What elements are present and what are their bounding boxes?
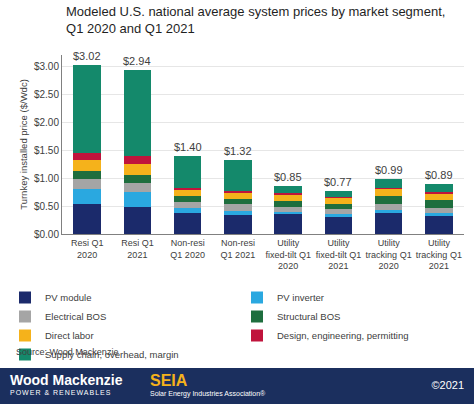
- svg-text:$3.00: $3.00: [34, 61, 59, 72]
- svg-text:Design, engineering, permittin: Design, engineering, permitting: [277, 330, 409, 341]
- svg-text:$0.89: $0.89: [425, 169, 453, 181]
- svg-text:Resi Q12021: Resi Q12021: [121, 238, 154, 260]
- svg-text:Turnkey installed price ($/Wdc: Turnkey installed price ($/Wdc): [18, 79, 29, 210]
- svg-text:Electrical BOS: Electrical BOS: [45, 311, 106, 322]
- html-text:Solar Energy Industries Associ: Solar Energy Industries Association®: [150, 390, 266, 397]
- svg-text:PV module: PV module: [45, 292, 91, 303]
- svg-text:Modeled U.S. national average: Modeled U.S. national average system pri…: [66, 4, 445, 36]
- svg-text:Utilitytracking Q12021: Utilitytracking Q12021: [416, 238, 462, 271]
- svg-text:Utilityfixed-tilt Q12021: Utilityfixed-tilt Q12021: [316, 238, 362, 271]
- svg-text:$0.99: $0.99: [375, 164, 403, 176]
- svg-text:$1.50: $1.50: [34, 145, 59, 156]
- svg-text:$2.94: $2.94: [123, 55, 151, 67]
- svg-text:$1.00: $1.00: [34, 173, 59, 184]
- svg-text:$0.50: $0.50: [34, 201, 59, 212]
- html-text:Wood Mackenzie: Wood Mackenzie: [10, 372, 123, 388]
- svg-text:$0.00: $0.00: [34, 229, 59, 240]
- html-text:SEIA: SEIA: [150, 372, 188, 389]
- svg-text:$0.77: $0.77: [324, 176, 352, 188]
- svg-text:Direct labor: Direct labor: [45, 330, 94, 341]
- svg-text:$3.02: $3.02: [73, 50, 101, 62]
- svg-text:$0.85: $0.85: [274, 171, 302, 183]
- svg-text:Non-resiQ1 2020: Non-resiQ1 2020: [170, 238, 205, 260]
- html-text:POWER & RENEWABLES: POWER & RENEWABLES: [10, 389, 112, 396]
- svg-text:$2.00: $2.00: [34, 117, 59, 128]
- svg-text:Non-resiQ1 2021: Non-resiQ1 2021: [221, 238, 256, 260]
- svg-text:Utilityfixed-tilt Q12020: Utilityfixed-tilt Q12020: [265, 238, 311, 271]
- html-text:©2021: ©2021: [431, 379, 464, 391]
- svg-text:Resi Q12020: Resi Q12020: [71, 238, 104, 260]
- svg-text:Utilitytracking Q12020: Utilitytracking Q12020: [366, 238, 412, 271]
- svg-text:$1.32: $1.32: [224, 145, 252, 157]
- svg-text:PV inverter: PV inverter: [277, 292, 324, 303]
- svg-text:$2.50: $2.50: [34, 89, 59, 100]
- svg-text:Structural BOS: Structural BOS: [277, 311, 340, 322]
- svg-text:$1.40: $1.40: [174, 141, 202, 153]
- svg-text:Source: Wood Mackenzie: Source: Wood Mackenzie: [16, 347, 118, 357]
- svg-text:Supply chain, overhead, margin: Supply chain, overhead, margin: [45, 349, 179, 360]
